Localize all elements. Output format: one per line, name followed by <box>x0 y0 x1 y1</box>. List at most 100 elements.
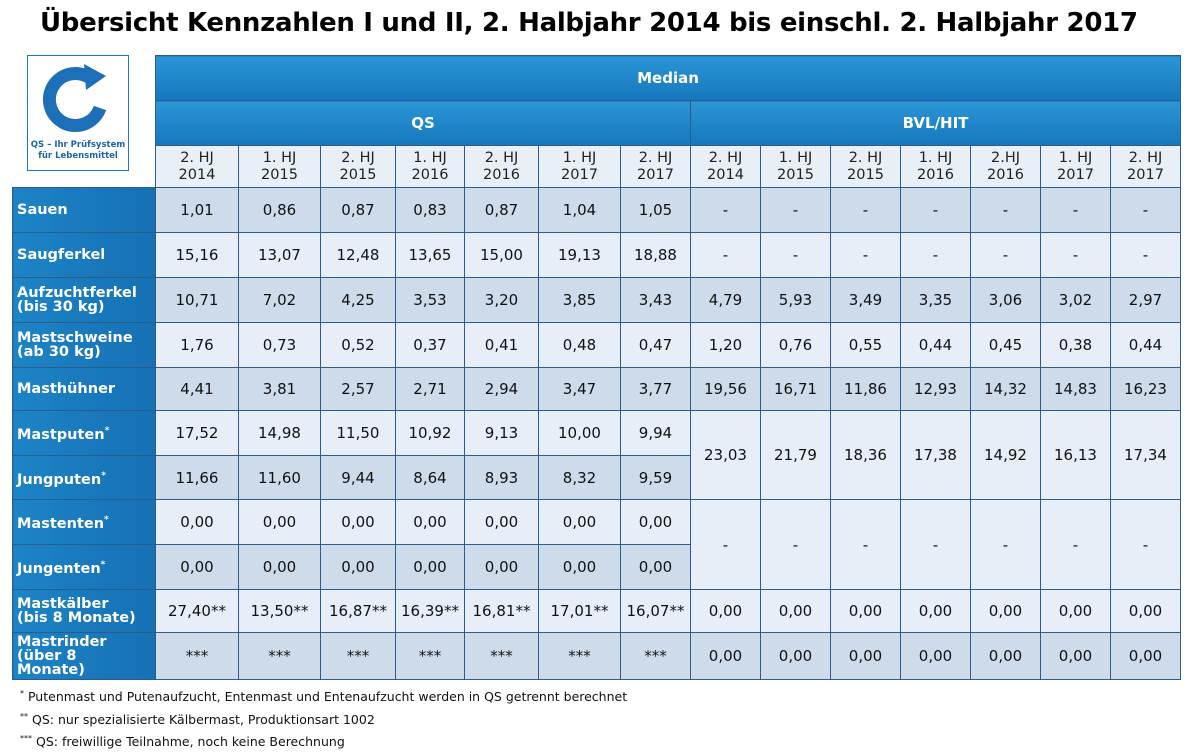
cell: 11,86 <box>830 367 901 411</box>
cell: 0,00 <box>760 589 831 633</box>
cell: 4,25 <box>320 277 396 323</box>
cell: 14,98 <box>238 410 321 456</box>
footnotes: * Putenmast und Putenaufzucht, Entenmast… <box>20 684 627 752</box>
cell: 14,32 <box>970 367 1041 411</box>
cell: 0,47 <box>620 322 691 368</box>
cell: 11,50 <box>320 410 396 456</box>
column-header-text: 2016 <box>917 166 954 183</box>
cell: 17,52 <box>155 410 239 456</box>
cell: 15,00 <box>464 232 539 278</box>
cell: 3,43 <box>620 277 691 323</box>
cell: - <box>830 232 901 278</box>
cell: 10,00 <box>538 410 621 456</box>
blank <box>13 56 156 188</box>
cell: 0,00 <box>464 499 539 545</box>
data-row: Saugferkel 15,16 13,07 12,48 13,65 15,00 19,13… <box>12 232 1181 278</box>
cell: 0,00 <box>830 589 901 633</box>
cell: 11,60 <box>238 455 321 500</box>
cell: 11,66 <box>155 455 239 500</box>
cell: 9,44 <box>320 455 396 500</box>
row-label-text: Monate) <box>17 662 85 678</box>
row-note: * <box>104 426 110 437</box>
data-row: Sauen 1,01 0,86 0,87 0,83 0,87 1,04 1,05- - - - - - - <box>12 187 1181 233</box>
cell: 0,87 <box>320 187 396 233</box>
cell: 16,13 <box>1040 410 1111 500</box>
cell: *** <box>395 632 465 680</box>
cell: *** <box>320 632 396 680</box>
cell: 10,71 <box>155 277 239 323</box>
row-label-text: Jungenten <box>17 560 101 577</box>
cell: 0,00 <box>155 499 239 545</box>
cell: - <box>1110 499 1181 590</box>
row-label: Aufzuchtferkel (bis 30 kg) <box>12 277 156 323</box>
cell: 14,83 <box>1040 367 1111 411</box>
cell: 0,00 <box>395 544 465 590</box>
cell: 8,93 <box>464 455 539 500</box>
row-label: Masthühner <box>12 367 156 411</box>
column-header: 2.HJ 2016 <box>970 145 1041 188</box>
row-label-text: Aufzuchtferkel <box>17 285 137 301</box>
cell: 12,93 <box>900 367 971 411</box>
cell: 13,50** <box>238 589 321 633</box>
group: BVL/HIT <box>690 100 1181 146</box>
cell: 1,04 <box>538 187 621 233</box>
cell: 13,65 <box>395 232 465 278</box>
cell: *** <box>620 632 691 680</box>
row-note: * <box>104 515 109 526</box>
cell: - <box>1110 187 1181 233</box>
column-header-text: 2017 <box>637 166 674 183</box>
data-row: Mastschweine (ab 30 kg) 1,76 0,73 0,52 0,37 0,… <box>12 322 1181 368</box>
column-header-text: 1. HJ <box>562 149 597 166</box>
column-header-text: 2. HJ <box>708 149 743 166</box>
cell: 16,23 <box>1110 367 1181 411</box>
row-label: Mastkälber (bis 8 Monate) <box>12 589 156 633</box>
cell: 10,92 <box>395 410 465 456</box>
column-header-text: 2016 <box>483 166 520 183</box>
cell: 19,56 <box>690 367 761 411</box>
column-header-text: 2. HJ <box>484 149 519 166</box>
cell: 0,00 <box>1110 632 1181 680</box>
cell: 0,48 <box>538 322 621 368</box>
cell: - <box>900 499 971 590</box>
data-row: Aufzuchtferkel (bis 30 kg) 10,71 7,02 4,25 3,… <box>12 277 1181 323</box>
cell: 0,73 <box>238 322 321 368</box>
cell: 15,16 <box>155 232 239 278</box>
cell: 7,02 <box>238 277 321 323</box>
row-label-text: (ab 30 kg) <box>17 344 101 360</box>
cell: - <box>1040 187 1111 233</box>
row-note: * <box>100 560 106 571</box>
header: Median <box>155 55 1181 101</box>
column-header-text: 2014 <box>178 166 216 183</box>
cell: 0,00 <box>900 632 971 680</box>
cell: 0,00 <box>830 632 901 680</box>
column-header: 2. HJ 2014 <box>155 145 239 188</box>
cell: - <box>970 232 1041 278</box>
cell: - <box>760 187 831 233</box>
cell: 27,40** <box>155 589 239 633</box>
cell: 0,37 <box>395 322 465 368</box>
cell: - <box>690 499 761 590</box>
row-label-text: Jungputen <box>17 471 102 488</box>
cell: 8,64 <box>395 455 465 500</box>
cell: 0,00 <box>900 589 971 633</box>
data-row: Jungenten* 0,00 0,00 0,00 0,00 0,00 0,00 0,00 <box>12 544 1181 590</box>
column-header-text: 2. HJ <box>1128 149 1163 166</box>
row-label-text: Sauen <box>17 202 68 218</box>
cell: 0,00 <box>320 499 396 545</box>
cell: 0,00 <box>1110 589 1181 633</box>
cell: *** <box>538 632 621 680</box>
cell: 3,47 <box>538 367 621 411</box>
cell: 9,59 <box>620 455 691 500</box>
cell: 0,44 <box>900 322 971 368</box>
cell: 0,00 <box>690 589 761 633</box>
row-label: Saugferkel <box>12 232 156 278</box>
cell: 0,00 <box>538 544 621 590</box>
column-header-text: 1. HJ <box>262 149 297 166</box>
cell: - <box>970 187 1041 233</box>
column-header-text: 2015 <box>261 166 298 183</box>
cell: 2,94 <box>464 367 539 411</box>
logo-text: QS – Ihr Prüfsystem <box>30 140 126 150</box>
column-header-text: 2.HJ <box>990 149 1020 166</box>
footnote-mark: * <box>20 689 24 698</box>
column-header-text: 2. HJ <box>180 149 214 166</box>
